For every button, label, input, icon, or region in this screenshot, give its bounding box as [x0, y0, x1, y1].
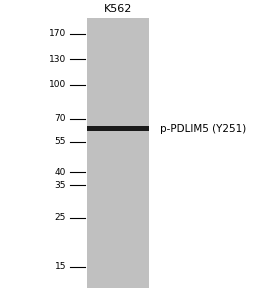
Text: 55: 55 [55, 137, 66, 146]
Text: 40: 40 [55, 168, 66, 177]
Text: K562: K562 [104, 4, 132, 14]
Text: 15: 15 [55, 262, 66, 271]
Text: 70: 70 [55, 114, 66, 123]
Text: 25: 25 [55, 213, 66, 222]
Bar [87, 18, 148, 288]
Bar [87, 127, 148, 131]
Text: 130: 130 [49, 55, 66, 64]
Text: 35: 35 [55, 181, 66, 190]
Text: p-PDLIM5 (Y251): p-PDLIM5 (Y251) [160, 124, 246, 134]
Text: 170: 170 [49, 29, 66, 38]
Text: 100: 100 [49, 80, 66, 89]
